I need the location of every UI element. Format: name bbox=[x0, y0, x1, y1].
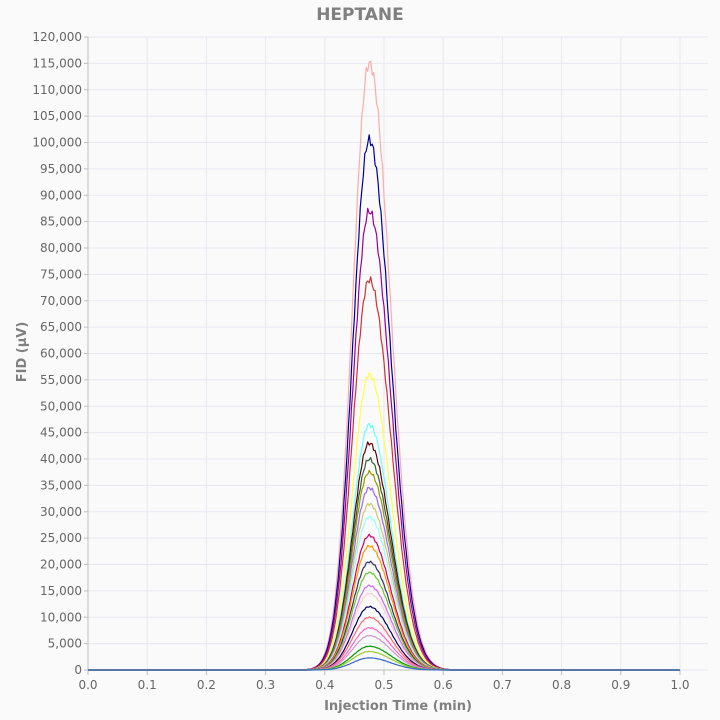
y-tick-label: 70,000 bbox=[40, 294, 82, 308]
y-tick-label: 120,000 bbox=[32, 30, 82, 44]
x-tick-label: 0.0 bbox=[78, 678, 97, 692]
chart-title: HEPTANE bbox=[316, 5, 404, 25]
y-tick-label: 65,000 bbox=[40, 320, 82, 334]
y-tick-label: 25,000 bbox=[40, 531, 82, 545]
x-tick-label: 0.1 bbox=[138, 678, 157, 692]
y-tick-label: 20,000 bbox=[40, 558, 82, 572]
x-tick-label: 0.2 bbox=[197, 678, 216, 692]
grid bbox=[87, 36, 708, 671]
x-axis-label: Injection Time (min) bbox=[324, 699, 472, 714]
y-axis-ticks: 0 5,000 10,000 15,000 20,000 25,000 30,000 35,0… bbox=[32, 30, 82, 677]
y-tick-label: 80,000 bbox=[40, 241, 82, 255]
y-tick-label: 105,000 bbox=[32, 109, 82, 123]
y-tick-label: 100,000 bbox=[32, 136, 82, 150]
y-tick-label: 90,000 bbox=[40, 188, 82, 202]
y-tick-label: 50,000 bbox=[40, 399, 82, 413]
x-tick-label: 0.8 bbox=[552, 678, 571, 692]
x-tick-label: 0.7 bbox=[493, 678, 512, 692]
y-tick-label: 45,000 bbox=[40, 426, 82, 440]
y-tick-label: 30,000 bbox=[40, 505, 82, 519]
y-tick-label: 40,000 bbox=[40, 452, 82, 466]
y-tick-label: 15,000 bbox=[40, 584, 82, 598]
y-tick-label: 60,000 bbox=[40, 347, 82, 361]
x-tick-label: 0.9 bbox=[611, 678, 630, 692]
y-tick-label: 85,000 bbox=[40, 215, 82, 229]
y-tick-label: 75,000 bbox=[40, 267, 82, 281]
y-tick-label: 115,000 bbox=[32, 56, 82, 70]
x-axis-ticks: 0.0 0.1 0.2 0.3 0.4 0.5 0.6 0.7 0.8 0.9 1.0 bbox=[78, 678, 689, 692]
series-line bbox=[88, 657, 680, 671]
y-tick-label: 10,000 bbox=[40, 610, 82, 624]
plot-area bbox=[88, 60, 680, 671]
x-tick-label: 1.0 bbox=[670, 678, 689, 692]
y-tick-label: 5,000 bbox=[48, 637, 82, 651]
x-tick-label: 0.5 bbox=[374, 678, 393, 692]
x-tick-label: 0.3 bbox=[256, 678, 275, 692]
y-tick-label: 0 bbox=[74, 663, 82, 677]
y-tick-label: 110,000 bbox=[32, 83, 82, 97]
y-tick-label: 95,000 bbox=[40, 162, 82, 176]
x-tick-label: 0.6 bbox=[434, 678, 453, 692]
y-axis-label: FID (µV) bbox=[15, 322, 30, 383]
y-tick-label: 35,000 bbox=[40, 478, 82, 492]
x-tick-label: 0.4 bbox=[315, 678, 334, 692]
y-tick-label: 55,000 bbox=[40, 373, 82, 387]
